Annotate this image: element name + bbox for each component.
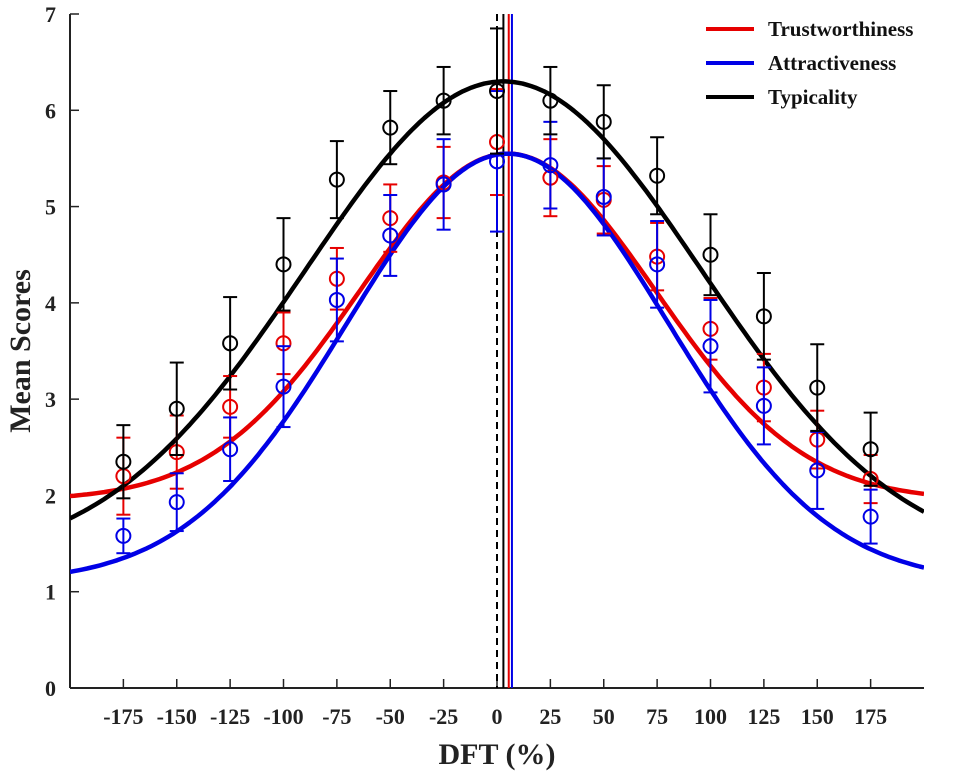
legend-label-attractiveness: Attractiveness (768, 51, 896, 75)
x-tick-label: -125 (210, 704, 250, 729)
data-point-typicality (115, 453, 132, 470)
x-tick-label: 125 (747, 704, 780, 729)
data-point-typicality (168, 400, 185, 417)
x-tick-label: 50 (593, 704, 615, 729)
x-tick-label: -150 (157, 704, 197, 729)
x-tick-label: 150 (801, 704, 834, 729)
x-tick-label: 0 (492, 704, 503, 729)
data-point-attractiveness (328, 291, 345, 308)
data-point-attractiveness (222, 441, 239, 458)
data-point-attractiveness (862, 508, 879, 525)
data-point-attractiveness (275, 378, 292, 395)
x-axis-label: DFT (%) (439, 738, 556, 771)
data-point-typicality (755, 308, 772, 325)
reference-lines (496, 14, 513, 688)
data-point-typicality (275, 256, 292, 273)
y-tick-label: 2 (45, 483, 56, 508)
x-tick-label: 25 (539, 704, 561, 729)
y-tick-label: 1 (45, 580, 56, 605)
x-tick-label: 100 (694, 704, 727, 729)
data-point-typicality (809, 379, 826, 396)
y-tick-label: 6 (45, 98, 56, 123)
x-tick-label: -175 (103, 704, 143, 729)
data-point-attractiveness (809, 462, 826, 479)
data-point-attractiveness (115, 527, 132, 544)
data-point-attractiveness (702, 338, 719, 355)
data-point-typicality (542, 92, 559, 109)
data-point-attractiveness (649, 256, 666, 273)
legend-label-trustworthiness: Trustworthiness (768, 17, 913, 41)
data-point-attractiveness (382, 227, 399, 244)
y-tick-label: 3 (45, 387, 56, 412)
data-point-typicality (328, 171, 345, 188)
data-point-typicality (702, 246, 719, 263)
data-point-typicality (435, 92, 452, 109)
x-tick-label: -25 (429, 704, 458, 729)
y-axis-label: Mean Scores (4, 269, 37, 433)
data-point-typicality (649, 167, 666, 184)
data-point-attractiveness (168, 494, 185, 511)
x-tick-label: -50 (376, 704, 405, 729)
data-point-typicality (489, 83, 505, 100)
data-point-trustworthiness (222, 398, 239, 415)
data-point-typicality (222, 335, 239, 352)
y-tick-label: 5 (45, 195, 56, 220)
y-tick-label: 0 (45, 676, 56, 701)
x-tick-label: -75 (322, 704, 351, 729)
legend-label-typicality: Typicality (768, 85, 858, 109)
x-tick-label: 75 (646, 704, 668, 729)
y-ticks: 0 1 2 3 4 5 6 7 (45, 2, 79, 701)
y-tick-label: 4 (45, 291, 56, 316)
x-tick-label: -100 (263, 704, 303, 729)
y-tick-label: 7 (45, 2, 56, 27)
data-point-typicality (382, 119, 399, 136)
data-point-attractiveness (595, 188, 612, 205)
data-point-typicality (862, 441, 879, 458)
legend: Trustworthiness Attractiveness Typicalit… (706, 17, 913, 109)
data-point-attractiveness (542, 157, 559, 174)
data-points (115, 27, 879, 555)
data-point-typicality (595, 113, 612, 130)
x-tick-label: 175 (854, 704, 887, 729)
data-point-attractiveness (435, 176, 452, 193)
data-point-attractiveness (755, 397, 772, 414)
x-ticks: -175 -150 -125 -100 -75 -50 -25 0 25 50 75 100 125 15… (103, 679, 887, 729)
